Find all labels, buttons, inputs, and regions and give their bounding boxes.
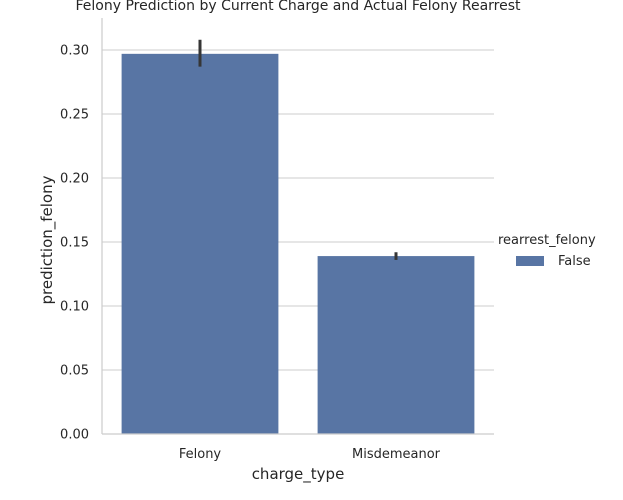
error-bars — [198, 39, 398, 260]
x-tick-labels: Felony Misdemeanor — [179, 447, 441, 462]
y-tick-label: 0.30 — [60, 44, 89, 59]
y-tick-label: 0.10 — [60, 300, 89, 315]
x-tick-label-misdemeanor: Misdemeanor — [352, 447, 441, 462]
legend-title: rearrest_felony — [498, 233, 596, 248]
x-axis-label: charge_type — [252, 465, 345, 484]
y-tick-label: 0.20 — [60, 172, 89, 187]
y-tick-label: 0.05 — [60, 364, 89, 379]
y-tick-labels: 0.00 0.05 0.10 0.15 0.20 0.25 0.30 — [60, 44, 89, 443]
x-tick-label-felony: Felony — [179, 447, 222, 462]
chart-title: Felony Prediction by Current Charge and … — [75, 0, 521, 14]
y-tick-label: 0.00 — [60, 428, 89, 443]
y-axis-label: prediction_felony — [38, 175, 57, 304]
bar-felony — [121, 53, 279, 435]
legend: rearrest_felony False — [498, 233, 596, 269]
y-tick-label: 0.15 — [60, 236, 89, 251]
bars — [121, 53, 475, 435]
bar-misdemeanor — [317, 256, 475, 434]
legend-swatch-false — [516, 256, 544, 266]
legend-entry-false: False — [558, 254, 591, 269]
y-tick-label: 0.25 — [60, 108, 89, 123]
